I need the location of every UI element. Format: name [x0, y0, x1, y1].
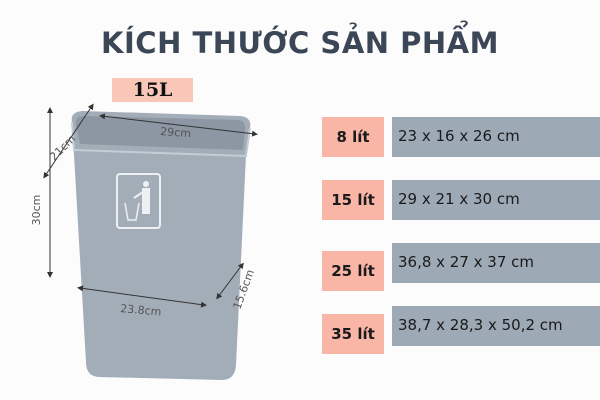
page-title: KÍCH THƯỚC SẢN PHẨM	[101, 26, 499, 60]
size-15: 29 x 21 x 30 cm	[392, 180, 600, 220]
product-capacity-label: 15L	[112, 78, 193, 102]
height-label: 30cm	[30, 195, 43, 226]
capacity-35: 35 lít	[322, 314, 384, 354]
capacity-8: 8 lít	[322, 117, 384, 157]
trash-symbol-icon	[116, 173, 161, 229]
size-35: 38,7 x 28,3 x 50,2 cm	[392, 306, 600, 346]
capacity-15: 15 lít	[322, 180, 384, 220]
top-width-label: 29cm	[160, 125, 192, 140]
size-25: 36,8 x 27 x 37 cm	[392, 243, 600, 283]
bottom-width-label: 23.8cm	[120, 302, 162, 319]
capacity-25: 25 lít	[322, 251, 384, 291]
trash-bin-illustration: 29cm 21cm 30cm 23.8cm 15.6cm	[30, 103, 258, 380]
size-8: 23 x 16 x 26 cm	[392, 117, 600, 157]
